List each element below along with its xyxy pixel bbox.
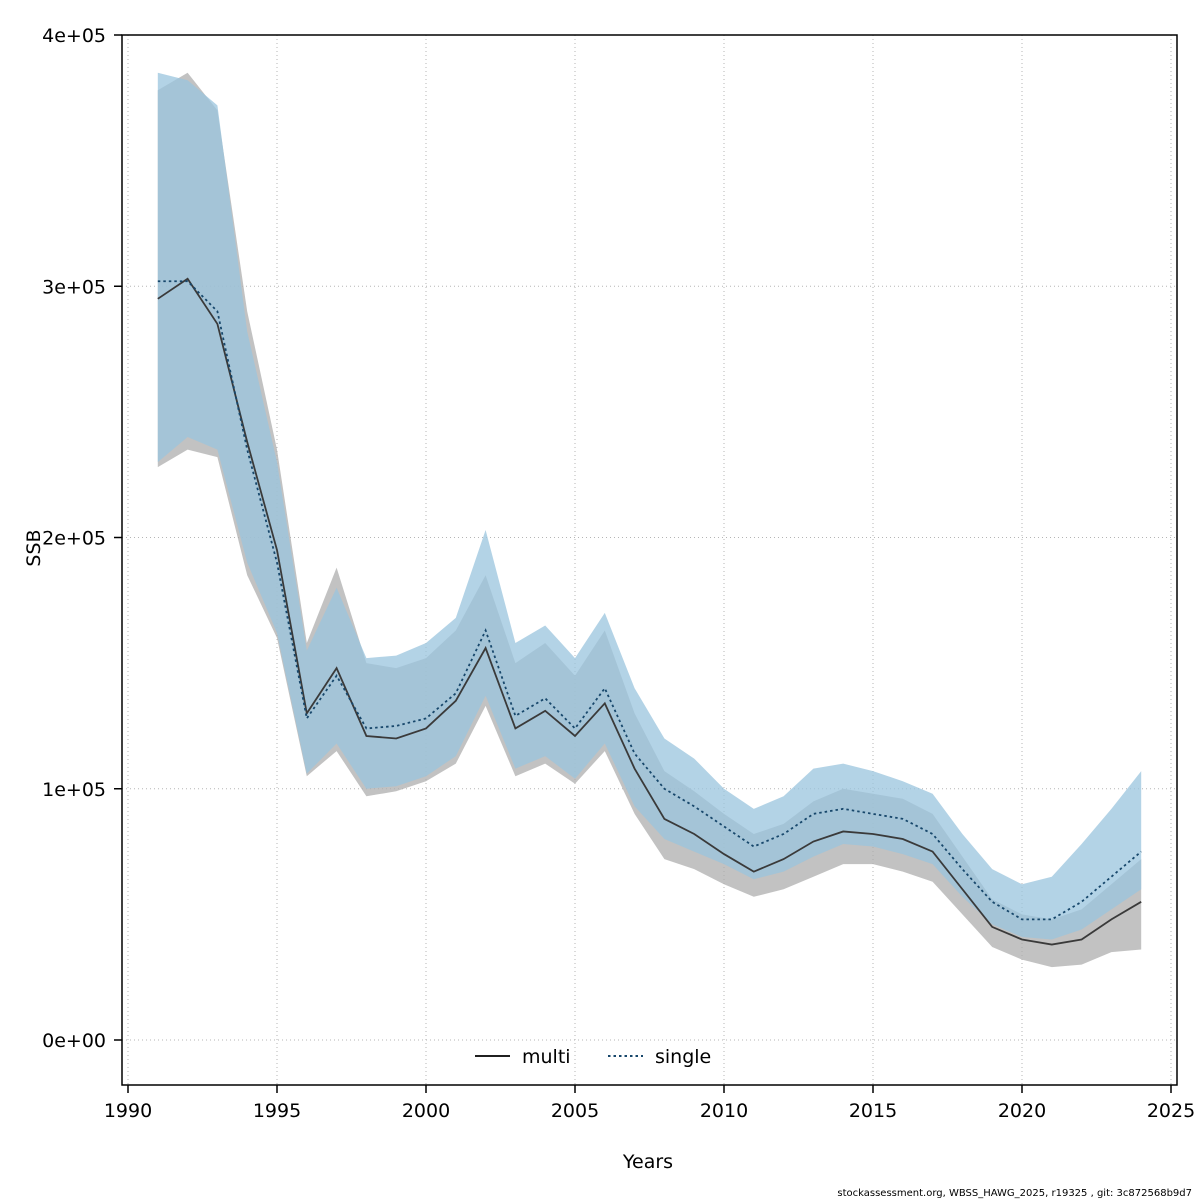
y-tick-label: 2e+05 [42,528,106,550]
legend-label-multi: multi [522,1046,571,1068]
x-tick-label: 2020 [998,1100,1046,1122]
y-axis-label: SSB [23,529,45,566]
x-tick-label: 2025 [1147,1100,1195,1122]
multi-confidence-band [157,72,1142,968]
y-tick-label: 3e+05 [42,276,106,298]
legend: multi single [475,1046,711,1068]
confidence-bands [157,72,1142,968]
x-tick-label: 2015 [849,1100,897,1122]
series-lines [157,277,1142,946]
footer-attribution: stockassessment.org, WBSS_HAWG_2025, r19… [837,1188,1192,1199]
single-confidence-band [157,72,1142,940]
x-tick-label: 2010 [700,1100,748,1122]
x-tick-label: 1990 [104,1100,152,1122]
multi-line [157,277,1142,946]
x-axis-label: Years [622,1151,673,1173]
y-tick-label: 0e+00 [42,1030,106,1052]
y-tick-label: 1e+05 [42,779,106,801]
x-tick-label: 1995 [253,1100,301,1122]
plot-border [121,34,1178,1086]
y-tick-label: 4e+05 [42,25,106,47]
axis-tick-labels: 1990 1995 2000 2005 2010 2015 2020 2025 0e+00 1e+… [42,25,1195,1122]
x-tick-label: 2005 [551,1100,599,1122]
legend-label-single: single [655,1046,711,1068]
x-tick-label: 2000 [402,1100,450,1122]
axis-ticks [114,34,1172,1093]
